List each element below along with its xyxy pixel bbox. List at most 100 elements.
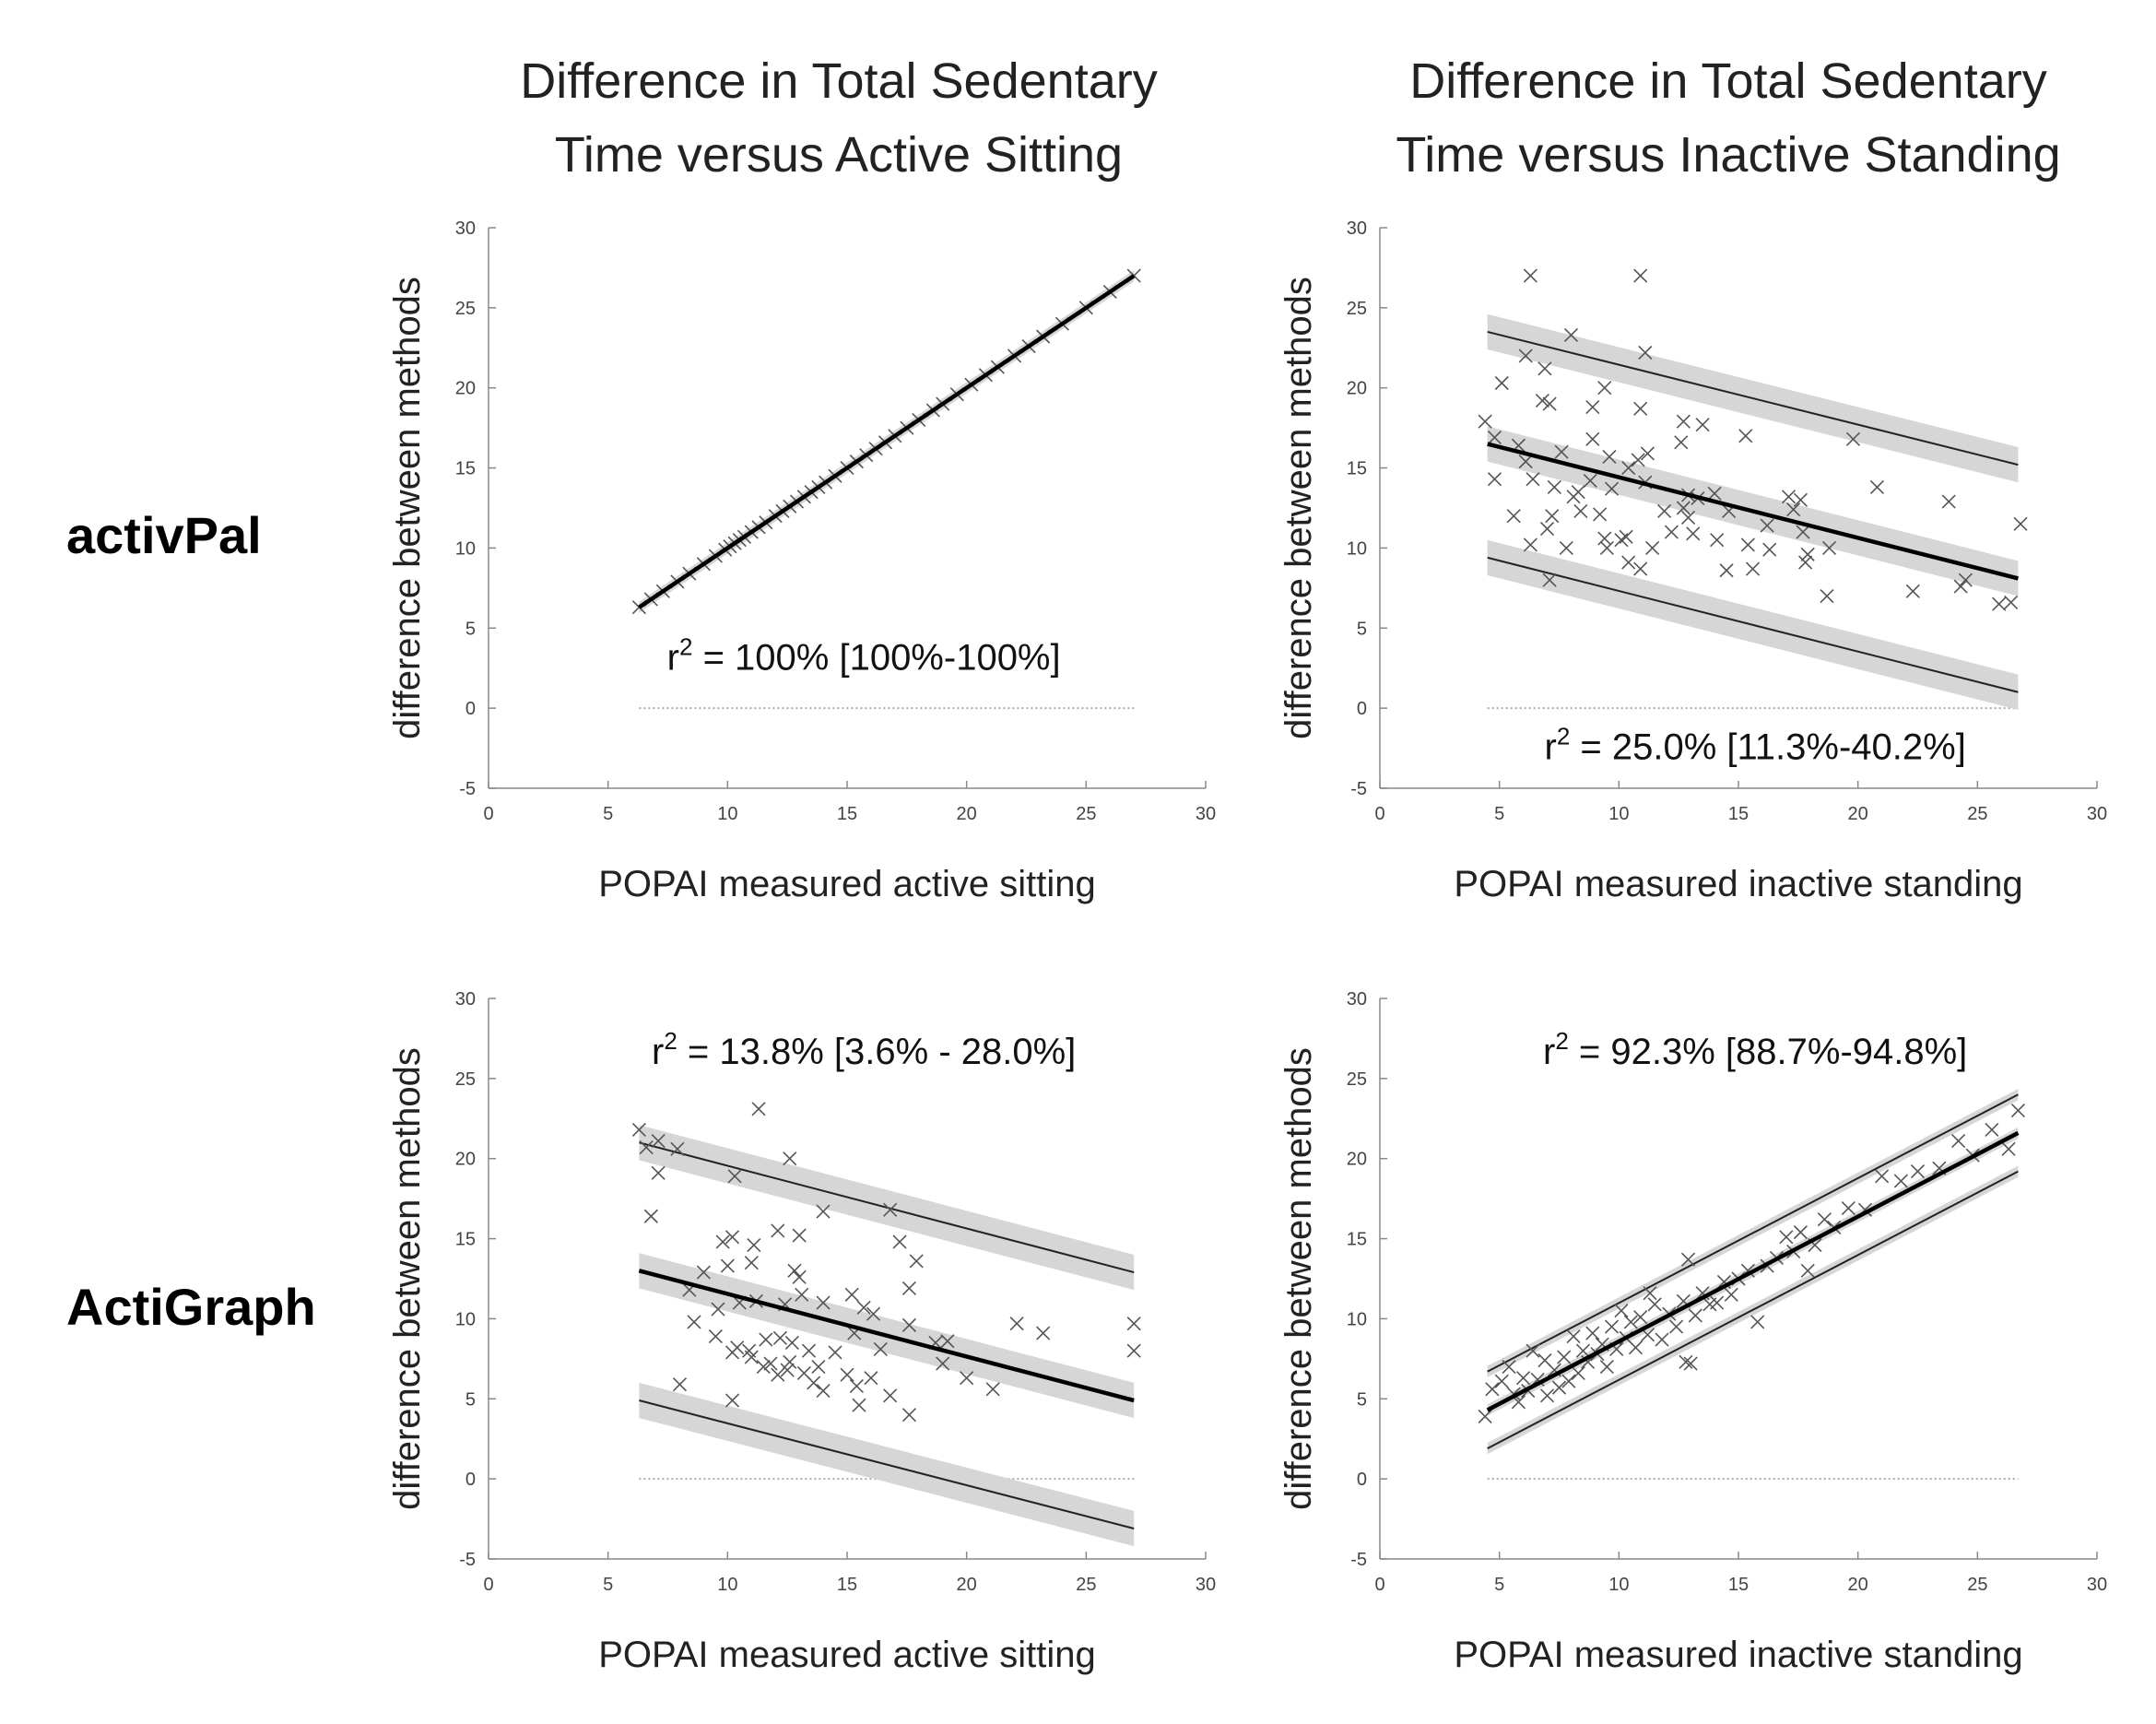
y-axis-label: difference between methods xyxy=(1278,277,1319,739)
data-point xyxy=(1817,1212,1832,1227)
data-point xyxy=(1680,1252,1696,1267)
data-point xyxy=(1561,1374,1576,1388)
x-tick-label: 0 xyxy=(483,1575,493,1595)
data-point xyxy=(1893,1174,1908,1188)
data-point xyxy=(1575,1343,1590,1358)
data-point xyxy=(708,1328,723,1344)
data-point xyxy=(1593,507,1608,522)
y-tick-label: 0 xyxy=(1357,699,1367,719)
data-point xyxy=(772,1330,787,1345)
limit-line xyxy=(639,1141,1135,1274)
data-point xyxy=(1951,1134,1966,1149)
data-point xyxy=(771,1223,785,1238)
data-point xyxy=(787,1263,802,1278)
column-title-left: Difference in Total Sedentary Time versu… xyxy=(424,44,1254,192)
y-tick-label: 10 xyxy=(455,538,476,559)
column-title-right-line1: Difference in Total Sedentary xyxy=(1409,53,2047,109)
data-point xyxy=(807,1376,821,1390)
data-point xyxy=(1583,473,1597,489)
data-point xyxy=(780,1363,795,1377)
data-point xyxy=(1638,345,1653,360)
data-point xyxy=(1619,529,1633,544)
x-tick-label: 15 xyxy=(1728,804,1749,824)
x-axis-label: POPAI measured active sitting xyxy=(598,1635,1096,1675)
data-point xyxy=(1621,555,1636,570)
x-tick-label: 15 xyxy=(1728,1575,1749,1595)
data-point xyxy=(1745,561,1761,576)
data-point xyxy=(1793,492,1808,507)
column-title-right-line2: Time versus Inactive Standing xyxy=(1396,127,2061,183)
limit-line xyxy=(1487,330,2019,466)
data-point xyxy=(801,1343,817,1358)
data-point xyxy=(811,1359,826,1375)
r-squared-annotation: r2 = 92.3% [88.7%-94.8%] xyxy=(1543,1027,1967,1072)
data-point xyxy=(1542,573,1557,587)
data-point xyxy=(1992,596,2007,611)
data-point xyxy=(1559,540,1573,555)
data-point xyxy=(866,1306,881,1321)
x-tick-label: 20 xyxy=(1848,1575,1868,1595)
data-point xyxy=(1126,1317,1141,1331)
data-point xyxy=(2004,595,2019,610)
data-point xyxy=(1614,1304,1629,1318)
data-point xyxy=(1597,531,1612,546)
data-point xyxy=(1554,444,1569,459)
data-point xyxy=(1724,1287,1738,1302)
x-tick-label: 5 xyxy=(1494,804,1504,824)
y-tick-label: 15 xyxy=(455,459,476,479)
data-point xyxy=(828,1345,842,1360)
data-point xyxy=(816,1204,831,1219)
chart-actigraph-inactive-standing: 0 5 10 15 20 25 30 -5 0 5 10 15 20 25 30 POPAI measured… xyxy=(1278,989,2107,1675)
data-point xyxy=(711,1302,725,1317)
data-point xyxy=(639,1139,654,1155)
y-tick-label: -5 xyxy=(459,1550,476,1570)
x-tick-label: 20 xyxy=(1848,804,1868,824)
data-point xyxy=(1798,555,1813,570)
data-point xyxy=(687,1315,701,1329)
y-tick-label: 20 xyxy=(1347,1150,1367,1170)
data-point xyxy=(1506,509,1521,524)
data-point xyxy=(1518,348,1533,363)
data-point xyxy=(1740,537,1755,552)
data-point xyxy=(725,1230,740,1245)
data-point xyxy=(1487,431,1502,445)
data-point xyxy=(1526,1343,1540,1358)
data-point xyxy=(1633,1310,1648,1325)
data-point xyxy=(1669,1319,1684,1334)
data-point xyxy=(909,1254,924,1269)
data-point xyxy=(1571,1365,1585,1381)
chart-activpal-inactive-standing: 0 5 10 15 20 25 30 -5 0 5 10 15 20 25 30 POPAI measured… xyxy=(1278,218,2107,904)
data-point xyxy=(844,1287,859,1302)
data-point xyxy=(1985,1122,1999,1138)
data-point xyxy=(751,1102,766,1116)
regression-line xyxy=(638,1269,1135,1403)
data-point xyxy=(1643,1286,1657,1301)
y-tick-label: 5 xyxy=(1357,1389,1367,1410)
x-tick-label: 25 xyxy=(1967,1575,1987,1595)
data-point xyxy=(1841,1201,1856,1216)
data-point xyxy=(883,1388,898,1403)
limit-line xyxy=(639,1399,1135,1529)
limit-line xyxy=(1487,1170,2019,1450)
y-tick-label: 10 xyxy=(1347,1309,1367,1329)
y-tick-label: 5 xyxy=(1357,619,1367,639)
y-tick-label: 20 xyxy=(1347,379,1367,399)
y-tick-label: 25 xyxy=(1347,299,1367,319)
data-point xyxy=(784,1335,799,1351)
data-point xyxy=(873,1341,888,1356)
y-tick-label: 0 xyxy=(465,699,476,719)
data-point xyxy=(1820,588,1834,604)
data-point xyxy=(816,1384,831,1399)
data-point xyxy=(840,1367,854,1382)
y-tick-label: 25 xyxy=(455,1069,476,1090)
data-point xyxy=(1869,479,1884,494)
data-point xyxy=(1655,1332,1669,1347)
y-tick-label: 0 xyxy=(1357,1470,1367,1490)
y-tick-label: 15 xyxy=(1347,1230,1367,1250)
y-tick-label: 20 xyxy=(455,1150,476,1170)
data-point xyxy=(744,1350,759,1364)
data-point xyxy=(1126,1343,1141,1358)
data-point xyxy=(1631,453,1645,467)
data-point xyxy=(1875,1169,1890,1184)
y-tick-label: 25 xyxy=(455,299,476,319)
